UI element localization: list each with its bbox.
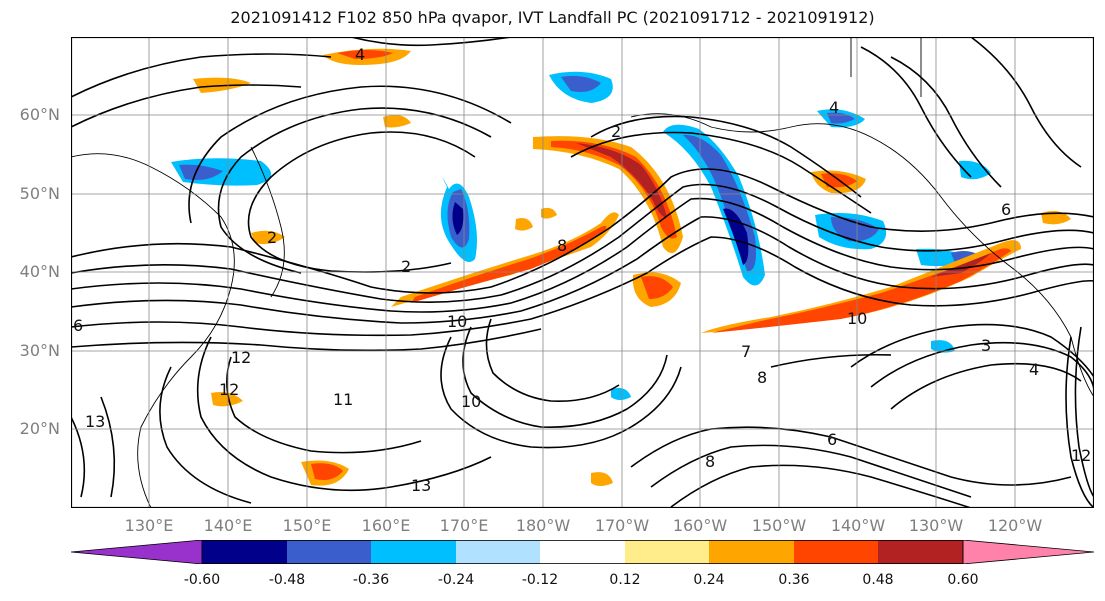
contour-label: 13: [85, 412, 105, 431]
colorbar-outline: [201, 540, 964, 564]
lat-label-60n: 60°N: [19, 105, 60, 124]
lon-label: 180°W: [515, 516, 571, 535]
contour-label: 4: [1029, 360, 1039, 379]
contour-label: 2: [401, 257, 411, 276]
contour-lines: [71, 37, 1094, 508]
contour-label: 3: [981, 336, 991, 355]
colorbar-tick: 0.12: [609, 572, 641, 588]
colorbar-tick: 0.60: [947, 572, 979, 588]
contour-label: 2: [611, 122, 621, 141]
colorbar-tick: -0.48: [268, 572, 306, 588]
gridlines: [71, 37, 1094, 508]
lon-label: 150°W: [751, 516, 807, 535]
contour-label: 8: [557, 236, 567, 255]
colorbar-tick: -0.36: [352, 572, 390, 588]
lon-label: 130°E: [124, 516, 174, 535]
colorbar-tick: 0.24: [693, 572, 725, 588]
lon-label: 170°E: [439, 516, 489, 535]
lat-label-30n: 30°N: [19, 341, 60, 360]
contour-label: 6: [73, 316, 83, 335]
colorbar-bin: [287, 540, 371, 564]
contour-label: 10: [847, 309, 867, 328]
colorbar-extend-high: [962, 540, 1094, 564]
lon-label: 160°E: [361, 516, 411, 535]
map-border: [71, 37, 1094, 508]
contour-label: 4: [829, 98, 839, 117]
contour-label: 7: [741, 342, 751, 361]
lon-label: 160°W: [672, 516, 728, 535]
contour-label: 10: [461, 392, 481, 411]
colorbar-tick: 0.48: [862, 572, 894, 588]
colorbar-bin: [878, 540, 963, 564]
colorbar-bin: [371, 540, 456, 564]
contour-label: 12: [231, 348, 251, 367]
contour-label: 6: [1001, 200, 1011, 219]
anomaly-shading: [171, 48, 1071, 486]
colorbar: [71, 540, 1094, 564]
colorbar-extend-low: [71, 540, 203, 564]
lat-label-20n: 20°N: [19, 419, 60, 438]
colorbar-tick: -0.60: [183, 572, 221, 588]
map-panel: 4 4 2 2 8 8 10 10 10 12 12 11 13 13 7 6 …: [71, 37, 1094, 508]
colorbar-bin: [540, 540, 625, 564]
contour-label: 6: [827, 430, 837, 449]
contour-label: 12: [1071, 446, 1091, 465]
lon-label: 150°E: [282, 516, 332, 535]
colorbar-bin: [456, 540, 540, 564]
map-title: 2021091412 F102 850 hPa qvapor, IVT Land…: [230, 8, 875, 27]
lon-label: 140°W: [830, 516, 886, 535]
colorbar-tick: -0.12: [521, 572, 559, 588]
contour-label: 13: [411, 476, 431, 495]
lon-label: 140°E: [203, 516, 253, 535]
contour-label: 8: [705, 452, 715, 471]
colorbar-tick: 0.36: [778, 572, 810, 588]
lat-label-40n: 40°N: [19, 262, 60, 281]
contour-label: 10: [447, 312, 467, 331]
lon-label: 120°W: [987, 516, 1043, 535]
lon-label: 130°W: [908, 516, 964, 535]
coastlines: [71, 37, 1094, 508]
contour-label: 4: [355, 45, 365, 64]
contour-label: 2: [267, 228, 277, 247]
contour-label: 8: [757, 368, 767, 387]
contour-label: 12: [219, 380, 239, 399]
colorbar-tick: -0.24: [437, 572, 475, 588]
colorbar-bin: [794, 540, 878, 564]
colorbar-bin: [625, 540, 709, 564]
lat-label-50n: 50°N: [19, 184, 60, 203]
colorbar-bin: [709, 540, 794, 564]
contour-label: 11: [333, 390, 353, 409]
contour-labels: 4 4 2 2 8 8 10 10 10 12 12 11 13 13 7 6 …: [73, 45, 1091, 495]
lon-label: 170°W: [594, 516, 650, 535]
colorbar-bin: [202, 540, 287, 564]
